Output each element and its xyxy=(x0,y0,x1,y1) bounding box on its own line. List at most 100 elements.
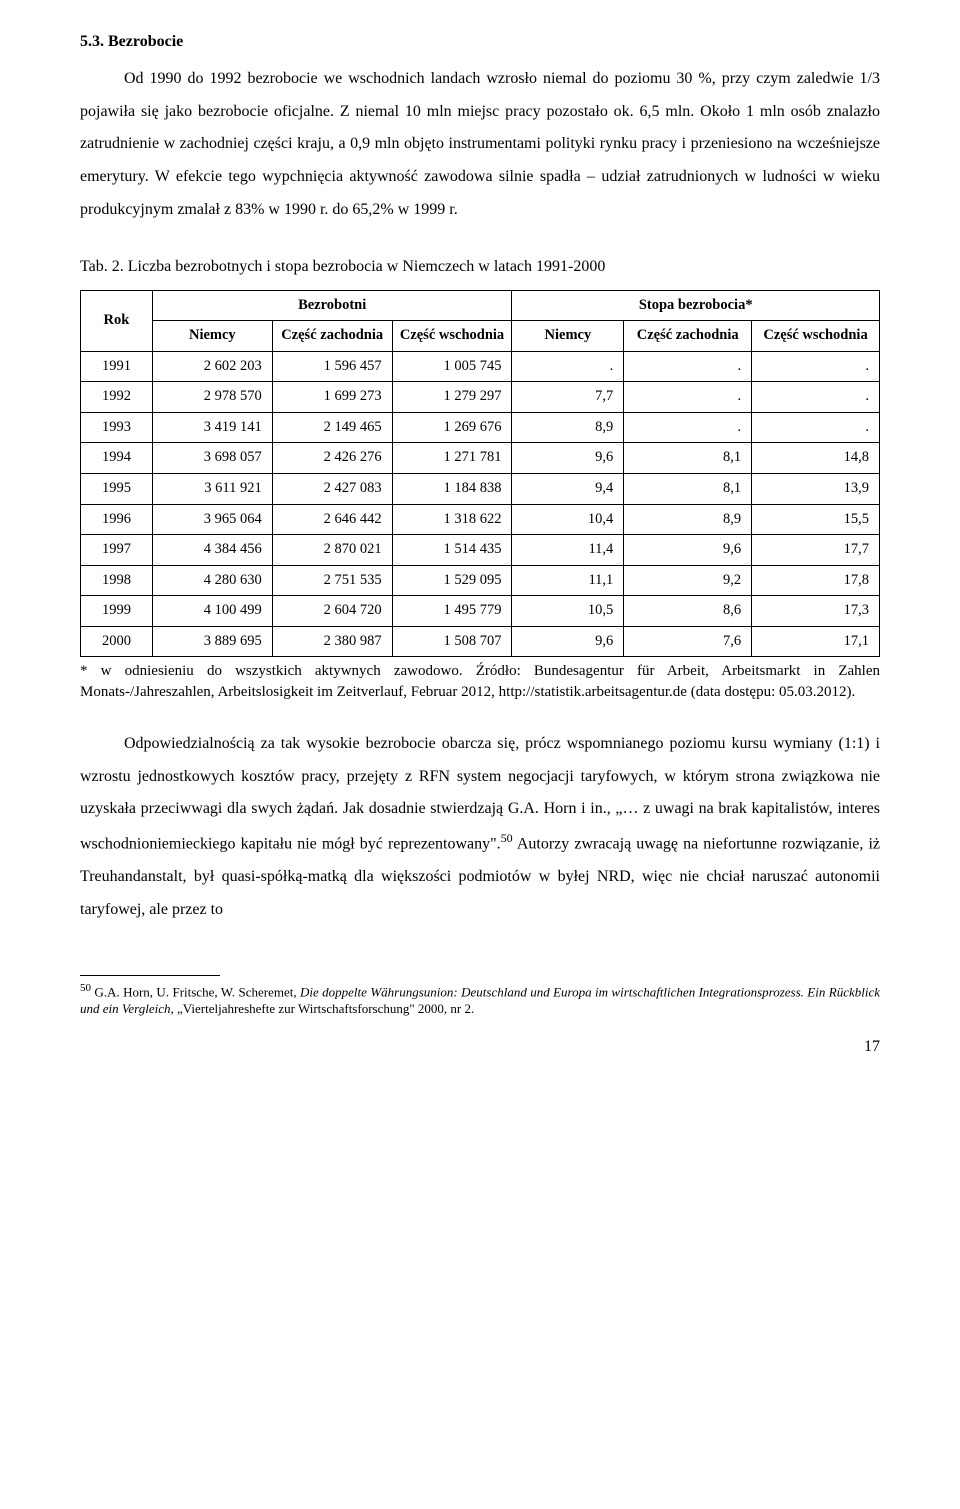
cell-value: 17,7 xyxy=(752,535,880,566)
cell-value: . xyxy=(752,382,880,413)
cell-value: 9,2 xyxy=(624,565,752,596)
unemployment-table: Rok Bezrobotni Stopa bezrobocia* Niemcy … xyxy=(80,290,880,658)
cell-value: 1 318 622 xyxy=(392,504,512,535)
footnote-pre: G.A. Horn, U. Fritsche, W. Scheremet, xyxy=(91,984,300,999)
col-header: Część wschodnia xyxy=(752,321,880,352)
cell-value: 1 184 838 xyxy=(392,473,512,504)
cell-value: . xyxy=(752,412,880,443)
paragraph-2: Odpowiedzialnością za tak wysokie bezrob… xyxy=(80,728,880,927)
cell-year: 1997 xyxy=(81,535,153,566)
cell-value: 2 646 442 xyxy=(272,504,392,535)
cell-value: 2 870 021 xyxy=(272,535,392,566)
cell-value: 3 611 921 xyxy=(152,473,272,504)
cell-value: 2 427 083 xyxy=(272,473,392,504)
table-header-group-row: Rok Bezrobotni Stopa bezrobocia* xyxy=(81,290,880,321)
section-heading: 5.3. Bezrobocie xyxy=(80,30,880,55)
table-body: 19912 602 2031 596 4571 005 745...19922 … xyxy=(81,351,880,657)
cell-value: 1 596 457 xyxy=(272,351,392,382)
cell-value: 2 149 465 xyxy=(272,412,392,443)
col-header: Część zachodnia xyxy=(272,321,392,352)
cell-value: 8,9 xyxy=(624,504,752,535)
cell-value: 8,1 xyxy=(624,443,752,474)
cell-value: 4 280 630 xyxy=(152,565,272,596)
cell-value: 11,1 xyxy=(512,565,624,596)
cell-year: 1993 xyxy=(81,412,153,443)
footnote-mid: , „Vierteljahreshefte zur Wirtschaftsfor… xyxy=(171,1001,475,1016)
cell-year: 1996 xyxy=(81,504,153,535)
cell-value: 4 384 456 xyxy=(152,535,272,566)
cell-value: 2 426 276 xyxy=(272,443,392,474)
col-header-group-stopa: Stopa bezrobocia* xyxy=(512,290,880,321)
cell-value: . xyxy=(512,351,624,382)
cell-value: 17,1 xyxy=(752,626,880,657)
footnote-ref-50: 50 xyxy=(501,831,513,845)
table-row: 19933 419 1412 149 4651 269 6768,9.. xyxy=(81,412,880,443)
cell-value: 2 751 535 xyxy=(272,565,392,596)
cell-value: 7,6 xyxy=(624,626,752,657)
cell-value: 10,5 xyxy=(512,596,624,627)
footnote-50: 50 G.A. Horn, U. Fritsche, W. Scheremet,… xyxy=(80,982,880,1017)
cell-value: 1 495 779 xyxy=(392,596,512,627)
cell-value: 1 508 707 xyxy=(392,626,512,657)
cell-value: 17,3 xyxy=(752,596,880,627)
cell-value: 2 602 203 xyxy=(152,351,272,382)
page-number: 17 xyxy=(80,1035,880,1060)
table-row: 19922 978 5701 699 2731 279 2977,7.. xyxy=(81,382,880,413)
table-row: 19943 698 0572 426 2761 271 7819,68,114,… xyxy=(81,443,880,474)
paragraph-1: Od 1990 do 1992 bezrobocie we wschodnich… xyxy=(80,63,880,227)
cell-value: 14,8 xyxy=(752,443,880,474)
cell-value: 9,6 xyxy=(512,443,624,474)
col-header-group-bezrobotni: Bezrobotni xyxy=(152,290,512,321)
cell-value: 1 005 745 xyxy=(392,351,512,382)
cell-value: . xyxy=(624,382,752,413)
cell-value: 15,5 xyxy=(752,504,880,535)
cell-value: 9,6 xyxy=(624,535,752,566)
cell-value: 4 100 499 xyxy=(152,596,272,627)
cell-year: 1994 xyxy=(81,443,153,474)
cell-value: 10,4 xyxy=(512,504,624,535)
table-row: 19984 280 6302 751 5351 529 09511,19,217… xyxy=(81,565,880,596)
table-row: 19963 965 0642 646 4421 318 62210,48,915… xyxy=(81,504,880,535)
cell-value: 11,4 xyxy=(512,535,624,566)
cell-value: 1 279 297 xyxy=(392,382,512,413)
footnote-marker: 50 xyxy=(80,982,91,994)
cell-year: 1999 xyxy=(81,596,153,627)
cell-value: . xyxy=(624,412,752,443)
cell-year: 1992 xyxy=(81,382,153,413)
table-row: 20003 889 6952 380 9871 508 7079,67,617,… xyxy=(81,626,880,657)
table-header-row: Niemcy Część zachodnia Część wschodnia N… xyxy=(81,321,880,352)
cell-value: . xyxy=(752,351,880,382)
cell-year: 1991 xyxy=(81,351,153,382)
col-header: Niemcy xyxy=(512,321,624,352)
cell-year: 2000 xyxy=(81,626,153,657)
cell-value: 8,6 xyxy=(624,596,752,627)
cell-value: 1 269 676 xyxy=(392,412,512,443)
footnote-separator xyxy=(80,975,220,976)
table-row: 19953 611 9212 427 0831 184 8389,48,113,… xyxy=(81,473,880,504)
cell-value: 9,4 xyxy=(512,473,624,504)
cell-value: 1 529 095 xyxy=(392,565,512,596)
cell-value: 13,9 xyxy=(752,473,880,504)
cell-year: 1995 xyxy=(81,473,153,504)
cell-value: 3 965 064 xyxy=(152,504,272,535)
cell-year: 1998 xyxy=(81,565,153,596)
cell-value: 1 271 781 xyxy=(392,443,512,474)
cell-value: 17,8 xyxy=(752,565,880,596)
cell-value: . xyxy=(624,351,752,382)
cell-value: 8,9 xyxy=(512,412,624,443)
col-header: Niemcy xyxy=(152,321,272,352)
table-row: 19912 602 2031 596 4571 005 745... xyxy=(81,351,880,382)
table-row: 19974 384 4562 870 0211 514 43511,49,617… xyxy=(81,535,880,566)
cell-value: 1 699 273 xyxy=(272,382,392,413)
col-header: Część wschodnia xyxy=(392,321,512,352)
col-header: Część zachodnia xyxy=(624,321,752,352)
table-row: 19994 100 4992 604 7201 495 77910,58,617… xyxy=(81,596,880,627)
cell-value: 3 889 695 xyxy=(152,626,272,657)
cell-value: 8,1 xyxy=(624,473,752,504)
cell-value: 2 380 987 xyxy=(272,626,392,657)
cell-value: 3 698 057 xyxy=(152,443,272,474)
col-header-rok: Rok xyxy=(81,290,153,351)
cell-value: 7,7 xyxy=(512,382,624,413)
cell-value: 1 514 435 xyxy=(392,535,512,566)
table-footnote: * w odniesieniu do wszystkich aktywnych … xyxy=(80,661,880,702)
